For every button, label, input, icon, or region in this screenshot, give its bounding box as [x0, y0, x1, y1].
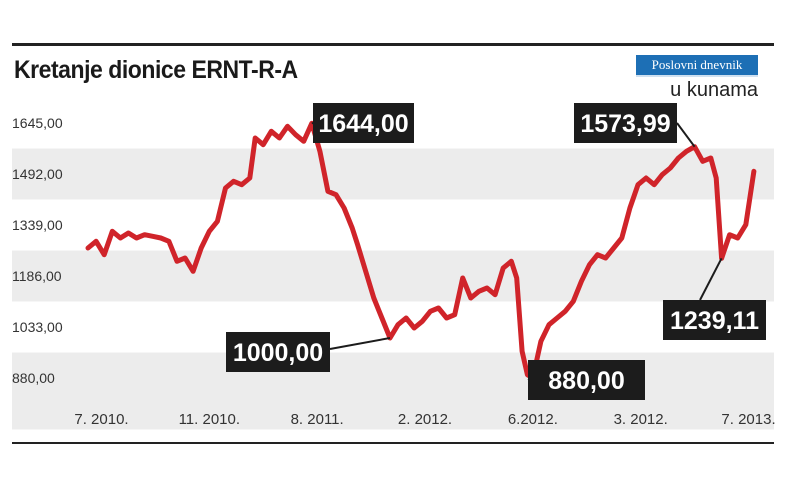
annotations: 1644,00 1000,00 880,00 1573,99 1239,11 — [226, 103, 766, 400]
callout-label: 1573,99 — [580, 110, 670, 138]
grid-band — [12, 250, 774, 302]
x-tick-label: 8. 2011. — [291, 411, 344, 428]
callout-box — [313, 103, 414, 143]
callout-box — [574, 103, 677, 143]
x-axis: 7. 2010. 11. 2010. 8. 2011. 2. 2012. 6.2012.… — [74, 411, 775, 428]
x-tick-label: 7. 2013. — [721, 411, 775, 428]
series-line — [85, 120, 757, 381]
callout-box — [663, 300, 766, 340]
y-tick-label: 880,00 — [12, 370, 55, 386]
x-tick-label: 7. 2010. — [74, 411, 128, 428]
x-tick-label: 6.2012. — [508, 411, 558, 428]
callout-box — [528, 360, 645, 400]
callout-label: 1000,00 — [233, 339, 323, 367]
x-tick-label: 2. 2012. — [398, 411, 452, 428]
y-tick-label: 1186,00 — [12, 268, 62, 284]
callout-leader — [329, 337, 391, 350]
grid-band — [12, 352, 774, 404]
bottom-rule — [12, 442, 774, 444]
y-tick-label: 1339,00 — [12, 217, 63, 233]
chart-title: Kretanje dionice ERNT-R-A — [14, 56, 298, 84]
grid-band — [12, 401, 774, 430]
grid-bands — [12, 148, 774, 430]
top-rule — [12, 43, 774, 46]
y-tick-label: 1033,00 — [12, 319, 63, 335]
y-axis: 1645,00 1492,00 1339,00 1186,00 1033,00 880,0… — [12, 115, 63, 386]
callout-leader — [699, 257, 723, 301]
x-tick-label: 3. 2012. — [614, 411, 668, 428]
grid-band — [12, 148, 774, 200]
series-layer — [85, 120, 757, 381]
callout-label: 1644,00 — [318, 110, 408, 138]
callout-leader — [676, 122, 696, 148]
brand-logo: Poslovni dnevnik — [636, 55, 758, 77]
callout-box — [226, 332, 330, 372]
y-tick-label: 1492,00 — [12, 166, 63, 182]
callout-label: 880,00 — [548, 367, 624, 395]
x-tick-label: 11. 2010. — [179, 411, 240, 428]
unit-label: u kunama — [670, 79, 758, 101]
y-tick-label: 1645,00 — [12, 115, 63, 131]
callout-label: 1239,11 — [670, 307, 759, 335]
